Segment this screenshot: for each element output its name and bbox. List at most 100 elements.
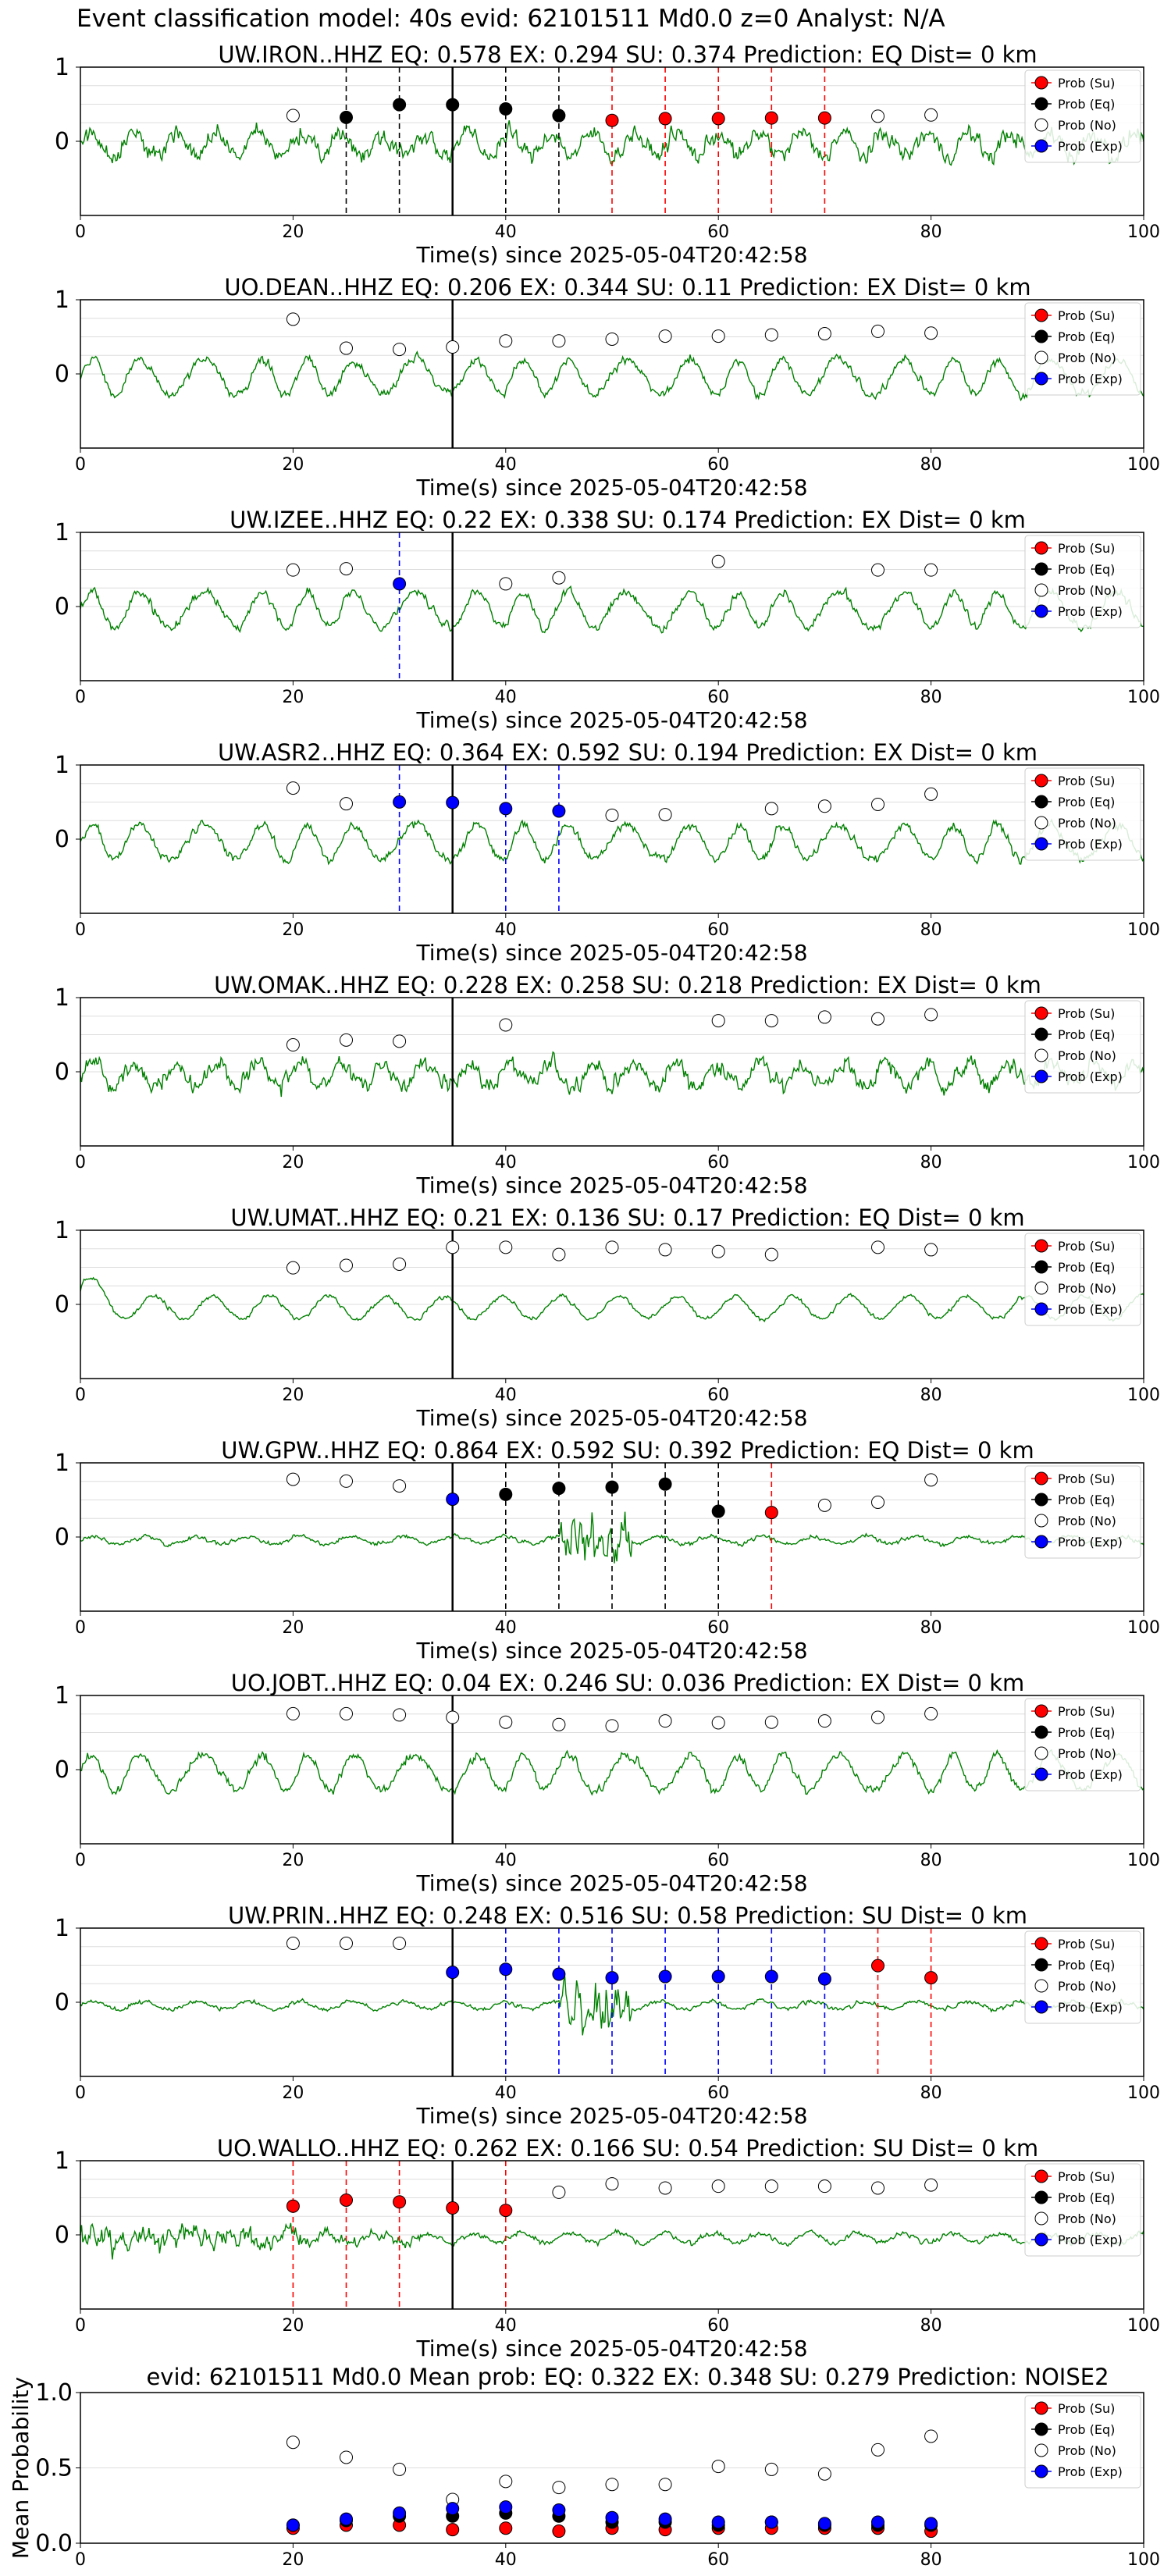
prob-point bbox=[499, 577, 513, 591]
x-tick-label: 60 bbox=[707, 688, 729, 707]
x-axis-label: Time(s) since 2025-05-04T20:42:58 bbox=[415, 940, 807, 966]
x-tick-label: 40 bbox=[495, 2083, 517, 2103]
prob-point bbox=[871, 563, 884, 577]
prob-point bbox=[340, 2450, 353, 2464]
prob-point bbox=[340, 1474, 353, 1488]
prob-point bbox=[552, 334, 566, 348]
prob-point bbox=[286, 312, 300, 326]
prob-point bbox=[711, 1969, 725, 1984]
legend-label: Prob (Eq) bbox=[1058, 1260, 1115, 1275]
prob-point bbox=[552, 2503, 566, 2517]
prob-point bbox=[764, 1969, 778, 1984]
legend-marker bbox=[1034, 350, 1048, 365]
legend-marker bbox=[1034, 2233, 1048, 2247]
prob-point bbox=[393, 2506, 407, 2520]
prob-point bbox=[499, 2204, 513, 2218]
prob-point bbox=[711, 2179, 725, 2194]
legend-label: Prob (No) bbox=[1058, 583, 1116, 598]
x-tick-label: 60 bbox=[707, 455, 729, 475]
prob-point bbox=[817, 111, 831, 125]
panel-title: UW.UMAT..HHZ EQ: 0.21 EX: 0.136 SU: 0.17… bbox=[230, 1204, 1024, 1231]
waveform-trace bbox=[80, 818, 1144, 866]
prob-point bbox=[340, 1258, 353, 1272]
prob-point bbox=[499, 802, 513, 816]
prob-point bbox=[340, 1937, 353, 1951]
prob-point bbox=[924, 787, 938, 801]
panel-9: UO.WALLO..HHZ EQ: 0.262 EX: 0.166 SU: 0.… bbox=[55, 2135, 1160, 2361]
prob-point bbox=[552, 2524, 566, 2539]
panel-title: UO.DEAN..HHZ EQ: 0.206 EX: 0.344 SU: 0.1… bbox=[224, 274, 1030, 301]
legend-label: Prob (Eq) bbox=[1058, 1027, 1115, 1042]
y-tick-label: 0.5 bbox=[35, 2455, 73, 2482]
panel-3: UW.ASR2..HHZ EQ: 0.364 EX: 0.592 SU: 0.1… bbox=[55, 739, 1160, 966]
legend-marker bbox=[1034, 795, 1048, 809]
legend-marker bbox=[1034, 2211, 1048, 2226]
panel-6: UW.GPW..HHZ EQ: 0.864 EX: 0.592 SU: 0.39… bbox=[55, 1437, 1160, 1663]
prob-point bbox=[286, 1038, 300, 1052]
panel-title: UW.ASR2..HHZ EQ: 0.364 EX: 0.592 SU: 0.1… bbox=[218, 739, 1038, 766]
prob-point bbox=[711, 1504, 725, 1518]
legend-marker bbox=[1034, 837, 1048, 851]
prob-point bbox=[764, 2515, 778, 2529]
prob-point bbox=[711, 2460, 725, 2474]
prob-point bbox=[499, 1018, 513, 1032]
legend-marker bbox=[1034, 1281, 1048, 1295]
x-tick-label: 100 bbox=[1127, 2316, 1160, 2336]
legend-marker bbox=[1034, 1937, 1048, 1951]
prob-point bbox=[764, 1715, 778, 1729]
prob-point bbox=[605, 113, 619, 127]
legend-marker bbox=[1034, 1704, 1048, 1718]
legend-box bbox=[1024, 1000, 1141, 1094]
prob-point bbox=[286, 1937, 300, 1951]
figure-suptitle: Event classification model: 40s evid: 62… bbox=[77, 5, 945, 33]
prob-point bbox=[764, 328, 778, 342]
legend-label: Prob (Exp) bbox=[1058, 372, 1123, 386]
prob-point bbox=[605, 2177, 619, 2191]
prob-point bbox=[711, 1244, 725, 1258]
x-tick-label: 80 bbox=[920, 920, 942, 940]
prob-point bbox=[340, 2193, 353, 2207]
y-tick-label: 0 bbox=[55, 128, 69, 155]
prob-point bbox=[871, 1710, 884, 1724]
x-tick-label: 60 bbox=[707, 920, 729, 940]
legend-marker bbox=[1034, 1239, 1048, 1253]
prob-point bbox=[924, 1706, 938, 1720]
prob-point bbox=[499, 2475, 513, 2489]
legend-marker bbox=[1034, 774, 1048, 788]
legend-marker bbox=[1034, 1958, 1048, 1972]
prob-point bbox=[711, 2515, 725, 2529]
legend-label: Prob (Exp) bbox=[1058, 1535, 1123, 1550]
legend-label: Prob (Exp) bbox=[1058, 1302, 1123, 1317]
y-axis-label: Mean Probability bbox=[8, 2377, 34, 2559]
prob-point bbox=[393, 795, 407, 809]
y-tick-label: 0 bbox=[55, 1989, 69, 2016]
prob-point bbox=[658, 1969, 672, 1984]
x-tick-label: 40 bbox=[495, 688, 517, 707]
legend-label: Prob (Eq) bbox=[1058, 795, 1115, 809]
prob-point bbox=[393, 1937, 407, 1951]
prob-point bbox=[658, 112, 672, 126]
legend-marker bbox=[1034, 329, 1048, 343]
x-tick-label: 0 bbox=[75, 1153, 86, 1172]
legend-box bbox=[1024, 2395, 1141, 2489]
x-axis-label: Time(s) since 2025-05-04T20:42:58 bbox=[415, 242, 807, 268]
x-tick-label: 0 bbox=[75, 2083, 86, 2103]
panel-7: UO.JOBT..HHZ EQ: 0.04 EX: 0.246 SU: 0.03… bbox=[55, 1670, 1160, 1896]
legend-label: Prob (No) bbox=[1058, 2211, 1116, 2226]
x-tick-label: 60 bbox=[707, 2083, 729, 2103]
prob-point bbox=[286, 1472, 300, 1486]
waveform-trace bbox=[80, 1276, 1144, 1322]
legend-marker bbox=[1034, 816, 1048, 830]
prob-point bbox=[764, 1014, 778, 1028]
prob-point bbox=[605, 1971, 619, 1985]
x-tick-label: 60 bbox=[707, 1618, 729, 1638]
x-tick-label: 100 bbox=[1127, 1851, 1160, 1870]
prob-point bbox=[817, 2467, 831, 2481]
waveform-trace bbox=[80, 2222, 1144, 2260]
x-tick-label: 0 bbox=[75, 2316, 86, 2336]
x-axis-label: Time(s) since 2025-05-04T20:42:58 bbox=[415, 1870, 807, 1896]
prob-point bbox=[446, 1240, 460, 1254]
prob-point bbox=[711, 1716, 725, 1730]
legend-label: Prob (Su) bbox=[1058, 1471, 1115, 1486]
